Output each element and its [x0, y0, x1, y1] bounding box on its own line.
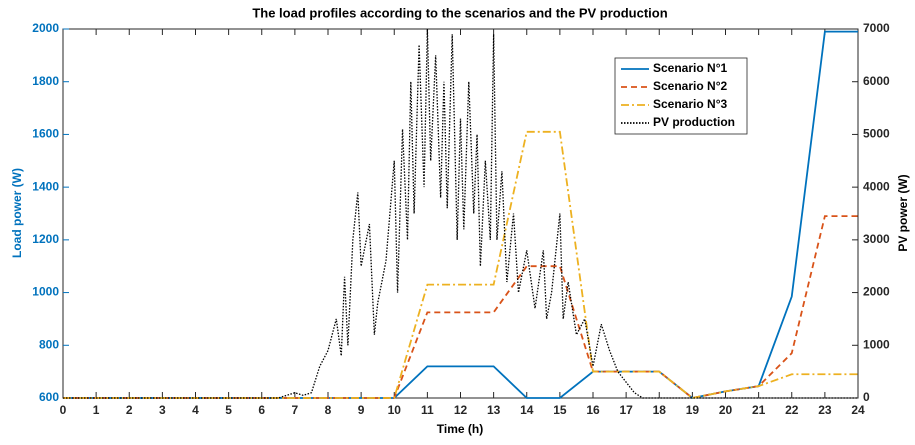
x-tick-label: 0 — [60, 403, 67, 417]
x-tick-label: 24 — [851, 403, 865, 417]
series-line — [63, 130, 858, 399]
legend-label: Scenario N°1 — [653, 61, 727, 75]
x-tick-label: 22 — [785, 403, 799, 417]
x-tick-label: 19 — [686, 403, 700, 417]
x-tick-label: 16 — [586, 403, 600, 417]
legend-label: Scenario N°3 — [653, 97, 727, 111]
x-tick-label: 3 — [159, 403, 166, 417]
x-tick-label: 14 — [520, 403, 534, 417]
y-tick-label: 800 — [39, 337, 59, 351]
x-tick-label: 23 — [818, 403, 832, 417]
x-tick-label: 10 — [388, 403, 402, 417]
y2-tick-label: 2000 — [863, 285, 890, 299]
x-tick-label: 18 — [653, 403, 667, 417]
y2-tick-label: 0 — [863, 390, 870, 404]
legend-label: PV production — [653, 115, 735, 129]
x-tick-label: 1 — [93, 403, 100, 417]
chart-title: The load profiles according to the scena… — [252, 5, 667, 20]
legend-box — [614, 57, 748, 135]
y2-tick-label: 1000 — [863, 337, 890, 351]
y2-tick-label: 5000 — [863, 127, 890, 141]
x-tick-label: 4 — [192, 403, 199, 417]
y-tick-label: 1000 — [32, 285, 59, 299]
y-tick-label: 2000 — [32, 21, 59, 35]
y-tick-label: 1400 — [32, 179, 59, 193]
legend-label: Scenario N°2 — [653, 79, 727, 93]
x-tick-label: 20 — [719, 403, 733, 417]
x-tick-label: 5 — [225, 403, 232, 417]
y2-axis-label: PV power (W) — [896, 174, 910, 251]
x-tick-label: 8 — [325, 403, 332, 417]
x-tick-label: 17 — [619, 403, 633, 417]
x-tick-label: 21 — [752, 403, 766, 417]
x-tick-label: 7 — [292, 403, 299, 417]
y-tick-label: 1800 — [32, 74, 59, 88]
x-tick-label: 15 — [553, 403, 567, 417]
x-tick-label: 11 — [421, 403, 434, 417]
y-tick-label: 600 — [39, 390, 59, 404]
x-axis-label: Time (h) — [437, 422, 483, 436]
x-tick-label: 6 — [258, 403, 265, 417]
y2-tick-label: 3000 — [863, 232, 890, 246]
x-tick-label: 13 — [487, 403, 501, 417]
y-tick-label: 1200 — [32, 232, 59, 246]
x-tick-label: 9 — [358, 403, 365, 417]
x-tick-label: 2 — [126, 403, 133, 417]
y2-tick-label: 4000 — [863, 179, 890, 193]
y2-tick-label: 7000 — [863, 21, 890, 35]
series-line — [63, 28, 858, 399]
x-tick-label: 12 — [454, 403, 468, 417]
y-tick-label: 1600 — [32, 127, 59, 141]
y-axis-label: Load power (W) — [10, 168, 24, 258]
y2-tick-label: 6000 — [863, 74, 890, 88]
